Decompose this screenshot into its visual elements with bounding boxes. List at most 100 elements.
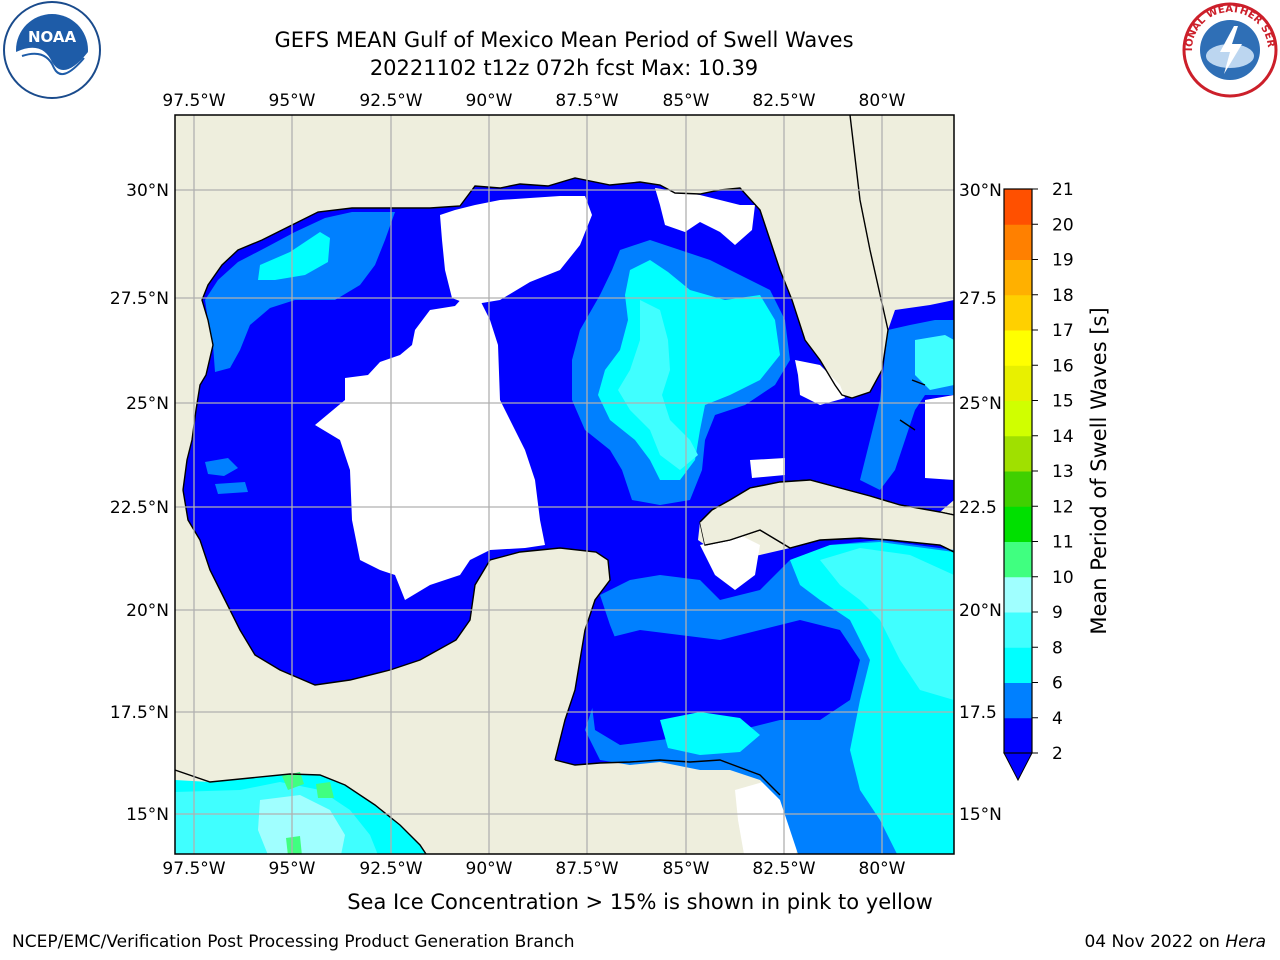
- lat-label-right: 27.5: [959, 289, 997, 309]
- nodata-patch-carib: [700, 535, 760, 590]
- nodata-patch-right: [925, 395, 954, 480]
- pacific-water-lightest: [258, 795, 345, 854]
- colorbar-band: [1004, 647, 1032, 683]
- lat-label-right: 30°N: [959, 181, 1002, 201]
- colorbar-tick-label: 14: [1052, 427, 1074, 447]
- colorbar-band: [1004, 330, 1032, 366]
- colorbar-tick-label: 19: [1052, 251, 1074, 271]
- lon-label-bottom: 87.5°W: [555, 859, 618, 879]
- lon-label-bottom: 92.5°W: [359, 859, 422, 879]
- colorbar-tick-label: 8: [1052, 638, 1063, 658]
- lon-label-bottom: 95°W: [269, 859, 316, 879]
- coast-pacific: [175, 769, 427, 854]
- gulf-water-cyan-fl: [915, 335, 954, 390]
- colorbar-tick-label: 9: [1052, 603, 1063, 623]
- chart-title: GEFS MEAN Gulf of Mexico Mean Period of …: [274, 28, 854, 52]
- carib-water-pale: [820, 548, 954, 700]
- gulf-water-paleblue-east: [618, 300, 698, 470]
- lon-label-bottom: 80°W: [859, 859, 906, 879]
- footer-credit: NCEP/EMC/Verification Post Processing Pr…: [12, 932, 575, 952]
- lat-labels-right: 30°N 27.5 25°N 22.5 20°N 17.5 15°N: [959, 181, 1002, 825]
- carib-water-blue-core: [590, 620, 860, 745]
- lat-label-right: 20°N: [959, 601, 1002, 621]
- nodata-patch-north: [440, 196, 592, 305]
- map-area: [175, 115, 954, 854]
- lon-label-bottom: 85°W: [663, 859, 710, 879]
- colorbar-label: Mean Period of Swell Waves [s]: [1087, 307, 1111, 634]
- lat-label-right: 22.5: [959, 498, 997, 518]
- pacific-water-green: [282, 772, 304, 790]
- colorbar-band: [1004, 541, 1032, 578]
- colorbar-tick-label: 17: [1052, 321, 1074, 341]
- colorbar-band: [1004, 365, 1032, 401]
- nodata-patch-keys: [750, 458, 785, 478]
- lat-label-left: 20°N: [126, 601, 169, 621]
- footer-date: 04 Nov 2022 on Hera: [1084, 932, 1266, 952]
- colorbar-band: [1004, 259, 1032, 296]
- colorbar-band: [1004, 435, 1032, 472]
- lon-label-top: 80°W: [859, 91, 906, 111]
- lon-label-bottom: 90°W: [466, 859, 513, 879]
- lon-label-top: 87.5°W: [555, 91, 618, 111]
- colorbar-tick-label: 21: [1052, 180, 1074, 200]
- colorbar-tick-label: 20: [1052, 215, 1074, 235]
- lon-label-top: 95°W: [269, 91, 316, 111]
- lat-label-left: 15°N: [126, 805, 169, 825]
- nodata-patch-central: [315, 295, 545, 600]
- lon-label-top: 90°W: [466, 91, 513, 111]
- colorbar-under-triangle: [1003, 752, 1033, 782]
- colorbar-band: [1004, 224, 1032, 260]
- colorbar-tick-label: 18: [1052, 286, 1074, 306]
- pacific-water-green2: [316, 782, 334, 798]
- lat-label-left: 25°N: [126, 394, 169, 414]
- land-cuba: [700, 480, 954, 548]
- coast-central-america: [554, 759, 781, 796]
- colorbar-tick-label: 11: [1052, 533, 1074, 553]
- lat-label-right: 25°N: [959, 394, 1002, 414]
- noaa-logo: NOAA: [3, 1, 101, 99]
- colorbar-tick-label: 4: [1052, 709, 1063, 729]
- colorbar-tick-label: 6: [1052, 674, 1063, 694]
- colorbar-band: [1004, 717, 1032, 754]
- lon-label-top: 82.5°W: [752, 91, 815, 111]
- chart-subtitle: 20221102 t12z 072h fcst Max: 10.39: [369, 56, 759, 80]
- colorbar-tick-label: 13: [1052, 462, 1074, 482]
- gulf-water-cyan-west: [258, 232, 330, 280]
- pacific-water-green3: [286, 836, 302, 854]
- colorbar-band: [1004, 471, 1032, 507]
- colorbar-band: [1004, 612, 1032, 648]
- nodata-patch-east: [795, 360, 845, 405]
- map-frame: [174, 114, 955, 855]
- lon-label-top: 92.5°W: [359, 91, 422, 111]
- lon-label-top: 85°W: [663, 91, 710, 111]
- caption: Sea Ice Concentration > 15% is shown in …: [347, 890, 933, 914]
- colorbar: 2 4 6 8 9 10 11 12 13 14 15 16 17 18 19 20 21 Mean Perio…: [1003, 180, 1111, 782]
- colorbar-tick-label: 12: [1052, 497, 1074, 517]
- colorbar-tick-label: 2: [1052, 744, 1063, 764]
- colorbar-tick-label: 10: [1052, 568, 1074, 588]
- lon-label-bottom: 82.5°W: [752, 859, 815, 879]
- nodata-patch-ne: [655, 188, 755, 245]
- footer-date-text: 04 Nov 2022 on: [1084, 932, 1226, 952]
- colorbar-band: [1004, 294, 1032, 331]
- colorbar-band: [1004, 400, 1032, 437]
- lat-label-left: 27.5°N: [110, 289, 169, 309]
- colorbar-tick-label: 16: [1052, 356, 1074, 376]
- lon-label-bottom: 97.5°W: [162, 859, 225, 879]
- colorbar-tick-label: 15: [1052, 392, 1074, 412]
- coast-bahamas: [899, 379, 926, 431]
- carib-water-cyan-south: [660, 712, 760, 755]
- footer-host: Hera: [1225, 932, 1266, 952]
- gulf-water-lightblue-spot1: [205, 458, 238, 476]
- colorbar-band: [1004, 576, 1032, 613]
- nws-logo: NATIONAL WEATHER SERVICE: [1180, 0, 1278, 98]
- gulf-water-lightblue-spot2: [215, 482, 248, 494]
- coast-us-gulf: [182, 115, 889, 491]
- lat-label-right: 17.5: [959, 703, 997, 723]
- colorbar-band: [1004, 682, 1032, 719]
- lat-label-left: 22.5°N: [110, 498, 169, 518]
- colorbar-band: [1004, 189, 1032, 225]
- gulf-water-lightblue-west: [205, 212, 395, 372]
- lat-labels-left: 30°N 27.5°N 25°N 22.5°N 20°N 17.5°N 15°N: [110, 181, 169, 825]
